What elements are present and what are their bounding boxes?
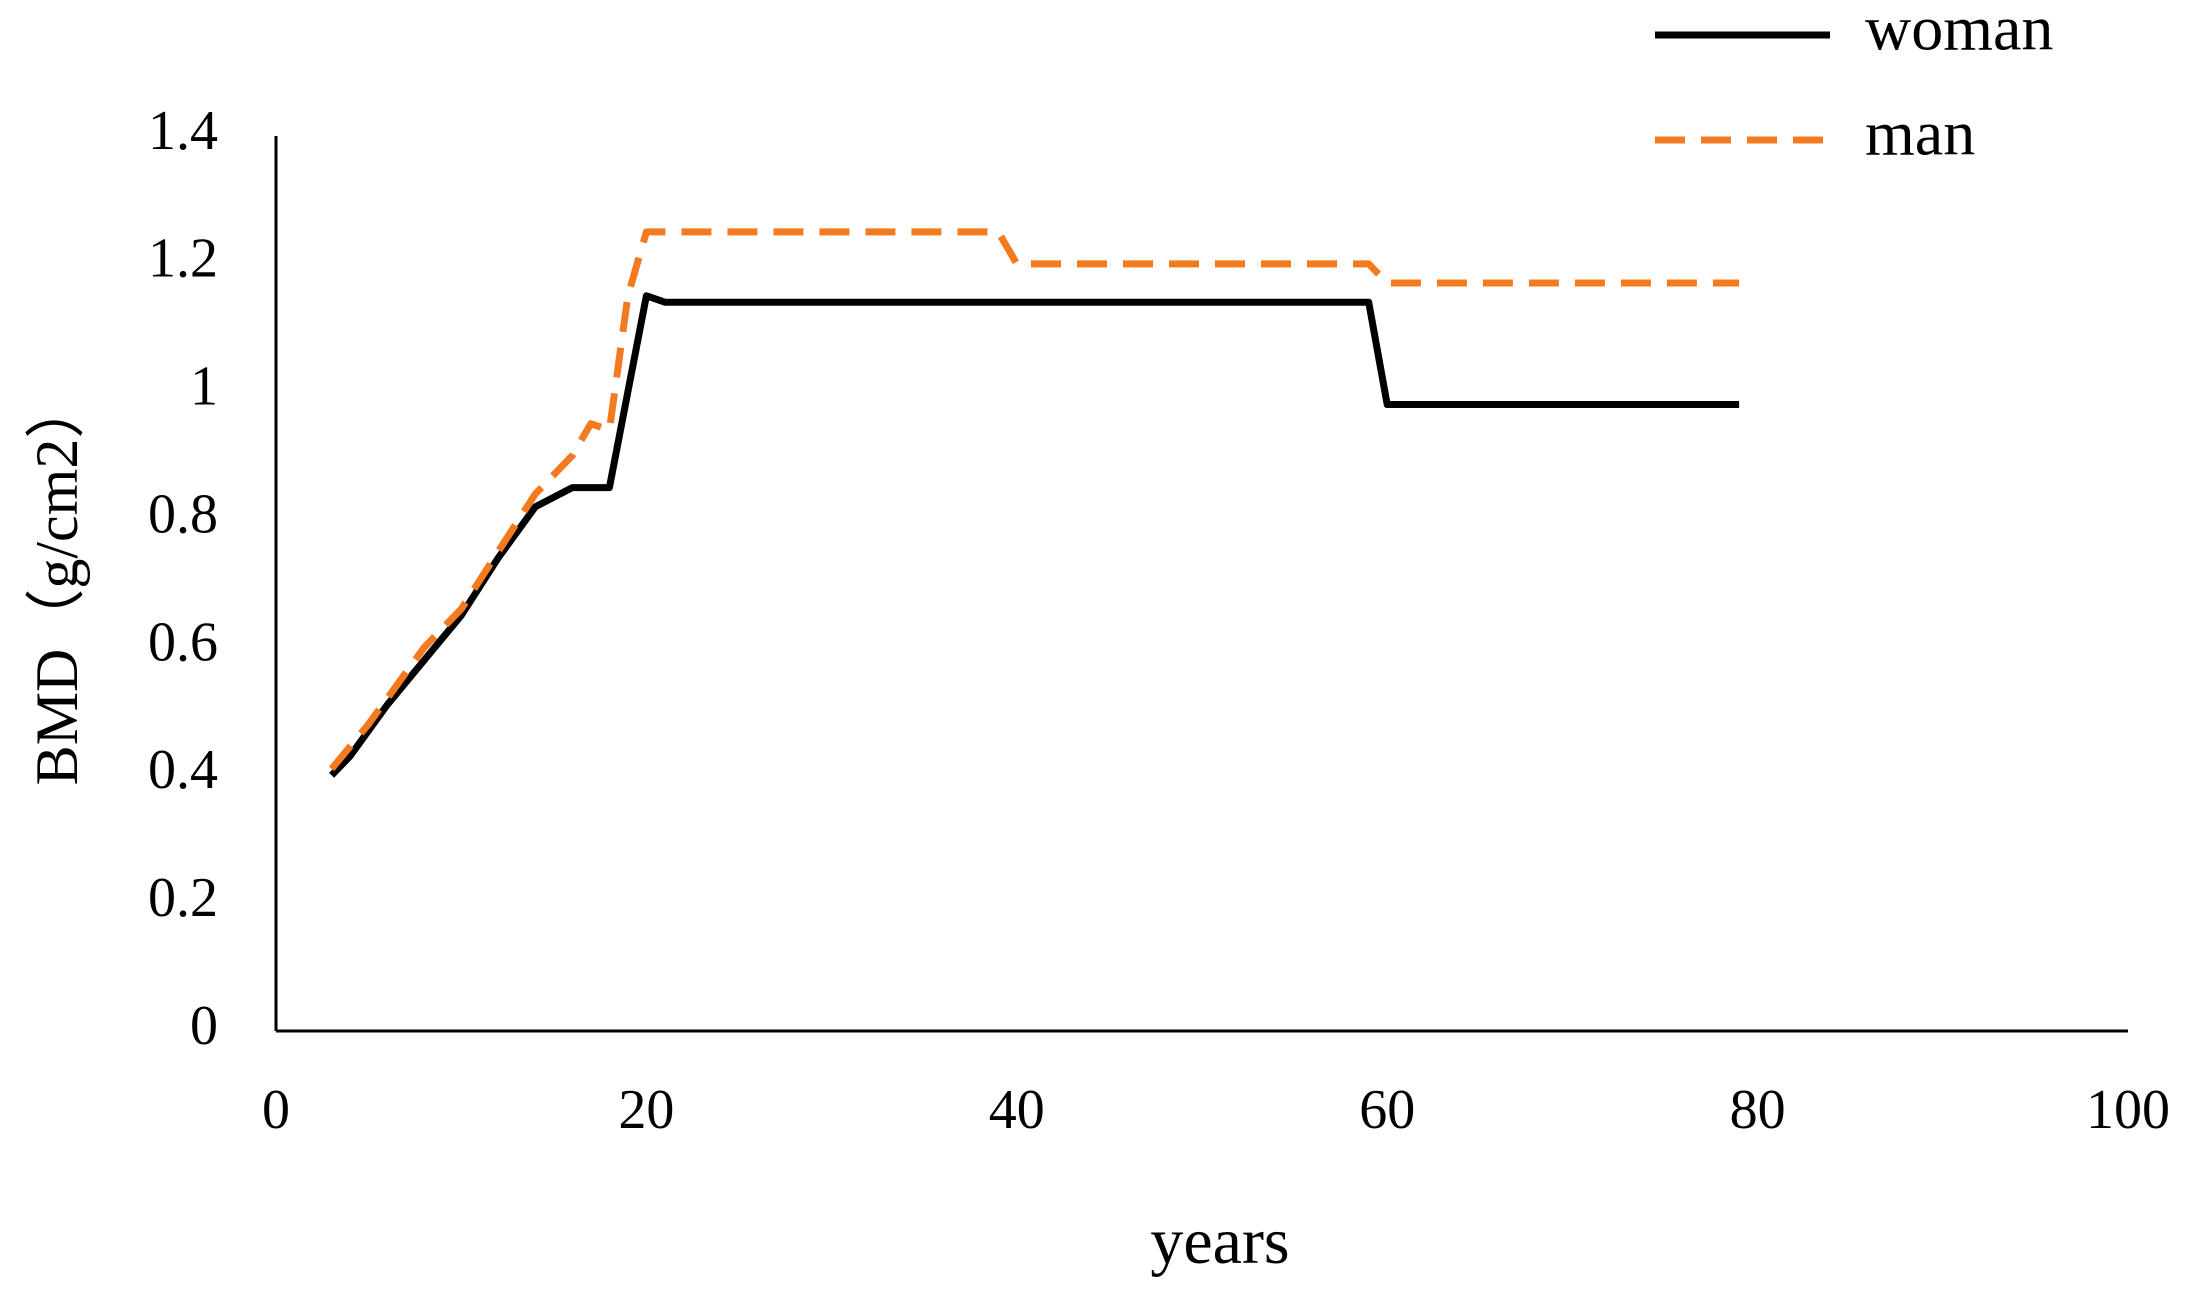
- x-tick-label: 100: [2086, 1079, 2170, 1141]
- line-series: [328, 228, 1740, 772]
- line-series: [329, 292, 1740, 778]
- y-tick-label: 0.2: [148, 867, 218, 929]
- legend-label: woman: [1865, 0, 2053, 64]
- y-tick-label: 1.4: [148, 100, 218, 162]
- x-tick-label: 80: [1730, 1079, 1786, 1141]
- x-tick-label: 0: [262, 1079, 290, 1141]
- x-tick-label: 60: [1359, 1079, 1415, 1141]
- y-tick-label: 0.8: [148, 483, 218, 545]
- y-tick-label: 0.6: [148, 611, 218, 673]
- legend-label: man: [1865, 98, 1975, 169]
- y-tick-label: 1.2: [148, 228, 218, 290]
- y-axis-title: BMD（g/cm2）: [24, 379, 90, 786]
- x-tick-label: 20: [618, 1079, 674, 1141]
- y-tick-label: 0.4: [148, 739, 218, 801]
- x-tick-label: 40: [989, 1079, 1045, 1141]
- y-tick-label: 1: [190, 356, 218, 418]
- x-axis-title: years: [1150, 1205, 1289, 1278]
- y-tick-label: 0: [190, 995, 218, 1057]
